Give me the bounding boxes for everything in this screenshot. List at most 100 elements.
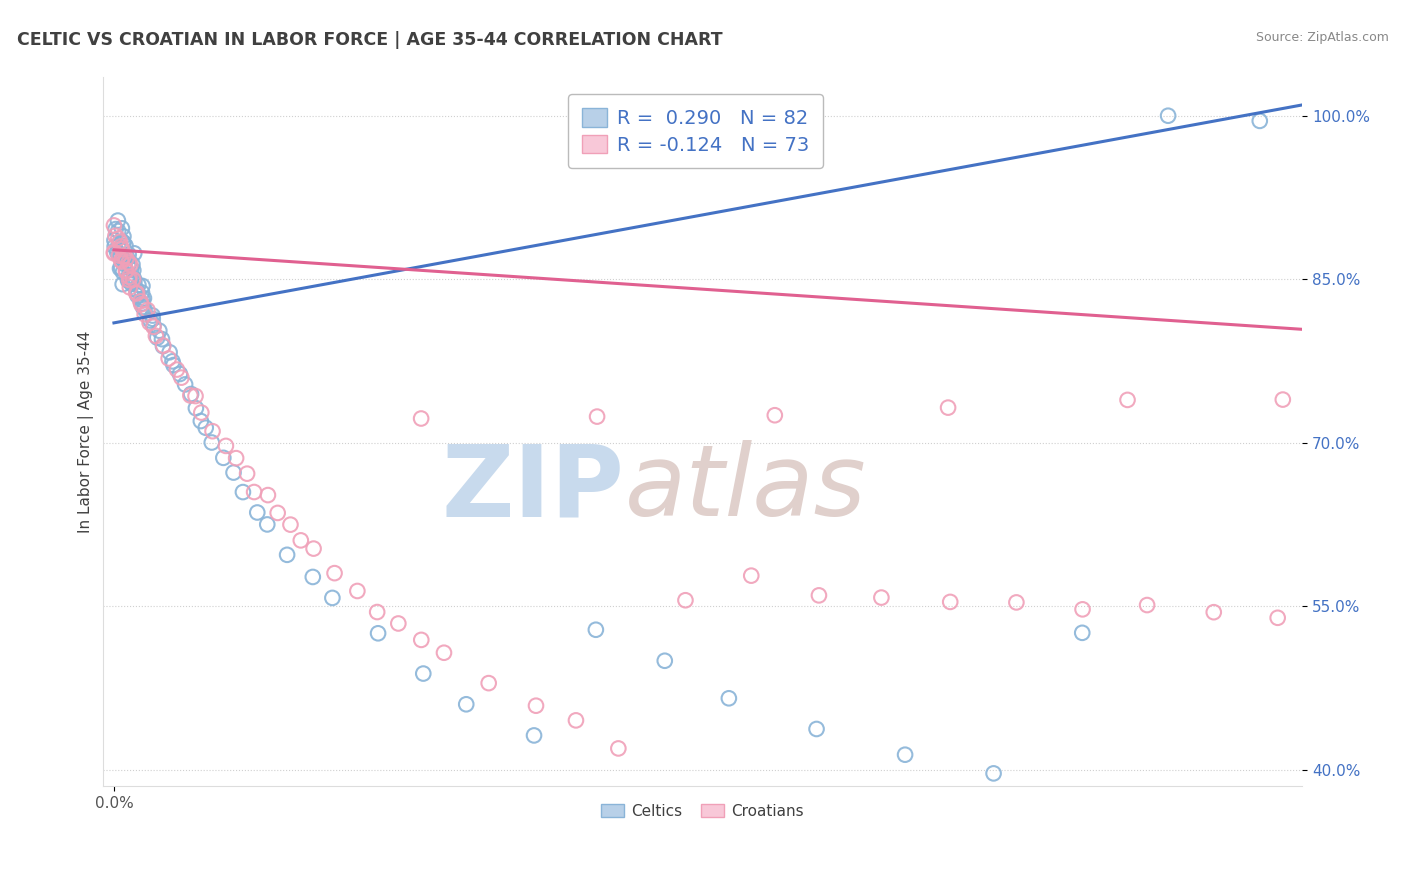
- Point: [145, 329, 167, 343]
- Point: [142, 319, 165, 334]
- Point: [763, 409, 786, 423]
- Point: [108, 235, 131, 249]
- Text: Source: ZipAtlas.com: Source: ZipAtlas.com: [1256, 31, 1389, 45]
- Point: [112, 229, 135, 244]
- Point: [103, 245, 125, 260]
- Point: [136, 303, 159, 318]
- Point: [110, 254, 132, 268]
- Point: [1267, 611, 1289, 625]
- Legend: Celtics, Croatians: Celtics, Croatians: [595, 797, 810, 825]
- Point: [114, 238, 136, 252]
- Point: [321, 591, 343, 605]
- Point: [132, 291, 155, 305]
- Point: [1202, 605, 1225, 619]
- Point: [122, 272, 145, 286]
- Point: [114, 257, 136, 271]
- Point: [717, 691, 740, 706]
- Point: [108, 246, 131, 260]
- Point: [138, 316, 160, 330]
- Point: [107, 224, 129, 238]
- Point: [256, 517, 278, 532]
- Point: [131, 285, 153, 300]
- Point: [121, 257, 143, 271]
- Point: [585, 623, 607, 637]
- Point: [103, 219, 125, 233]
- Point: [107, 232, 129, 246]
- Point: [212, 450, 235, 465]
- Point: [117, 273, 139, 287]
- Point: [387, 616, 409, 631]
- Point: [1071, 625, 1094, 640]
- Point: [870, 591, 893, 605]
- Point: [131, 296, 153, 310]
- Point: [266, 506, 288, 520]
- Point: [157, 351, 180, 366]
- Point: [162, 358, 184, 372]
- Point: [122, 272, 145, 286]
- Text: ZIP: ZIP: [441, 440, 624, 537]
- Text: CELTIC VS CROATIAN IN LABOR FORCE | AGE 35-44 CORRELATION CHART: CELTIC VS CROATIAN IN LABOR FORCE | AGE …: [17, 31, 723, 49]
- Point: [110, 239, 132, 253]
- Point: [456, 698, 478, 712]
- Point: [125, 286, 148, 301]
- Point: [586, 409, 609, 424]
- Point: [894, 747, 917, 762]
- Point: [108, 261, 131, 276]
- Point: [104, 228, 127, 243]
- Point: [127, 289, 149, 303]
- Point: [936, 401, 959, 415]
- Point: [110, 260, 132, 275]
- Point: [112, 235, 135, 250]
- Point: [142, 311, 165, 326]
- Point: [115, 264, 138, 278]
- Point: [1136, 598, 1159, 612]
- Point: [112, 235, 135, 250]
- Point: [654, 654, 676, 668]
- Point: [115, 250, 138, 264]
- Point: [152, 338, 174, 352]
- Point: [524, 698, 547, 713]
- Point: [276, 548, 298, 562]
- Point: [150, 332, 173, 346]
- Point: [222, 466, 245, 480]
- Point: [243, 485, 266, 500]
- Text: atlas: atlas: [624, 440, 866, 537]
- Point: [111, 277, 134, 292]
- Point: [152, 339, 174, 353]
- Point: [110, 250, 132, 264]
- Point: [215, 439, 238, 453]
- Point: [367, 626, 389, 640]
- Point: [675, 593, 697, 607]
- Point: [112, 252, 135, 267]
- Point: [411, 632, 433, 647]
- Point: [1271, 392, 1294, 407]
- Point: [132, 300, 155, 314]
- Point: [190, 406, 212, 420]
- Point: [478, 676, 501, 690]
- Point: [120, 258, 142, 272]
- Point: [142, 309, 165, 323]
- Point: [104, 239, 127, 253]
- Point: [117, 258, 139, 272]
- Point: [983, 766, 1005, 780]
- Point: [1005, 595, 1028, 609]
- Point: [184, 389, 207, 403]
- Point: [194, 421, 217, 435]
- Point: [740, 568, 762, 582]
- Point: [148, 324, 170, 338]
- Point: [129, 294, 152, 309]
- Y-axis label: In Labor Force | Age 35-44: In Labor Force | Age 35-44: [79, 331, 94, 533]
- Point: [184, 401, 207, 416]
- Point: [939, 595, 962, 609]
- Point: [120, 262, 142, 277]
- Point: [111, 242, 134, 256]
- Point: [433, 646, 456, 660]
- Point: [111, 265, 134, 279]
- Point: [112, 249, 135, 263]
- Point: [412, 666, 434, 681]
- Point: [366, 605, 388, 619]
- Point: [565, 714, 588, 728]
- Point: [115, 252, 138, 266]
- Point: [323, 566, 346, 581]
- Point: [201, 435, 224, 450]
